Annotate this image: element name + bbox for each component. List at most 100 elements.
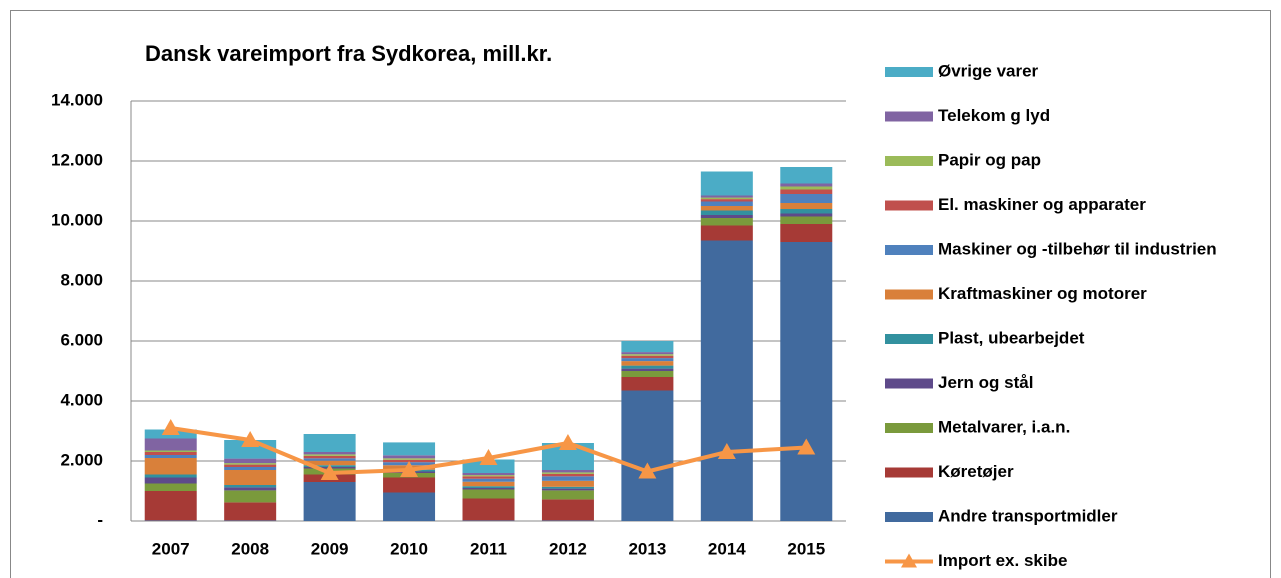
bar-segment — [780, 216, 833, 224]
legend-swatch — [885, 334, 933, 344]
x-tick-label: 2010 — [390, 539, 428, 558]
bar-segment — [462, 459, 515, 473]
bar-segment — [144, 520, 197, 521]
legend-swatch — [885, 423, 933, 433]
bar-segment — [144, 474, 197, 478]
line-marker — [797, 438, 816, 455]
bar-segment — [621, 354, 674, 356]
bar-segment — [621, 355, 674, 359]
y-tick-label: 2.000 — [60, 450, 103, 469]
bar-segment — [144, 455, 197, 458]
legend-label: Papir og pap — [938, 150, 1041, 169]
bar-segment — [541, 499, 594, 521]
bar-segment — [224, 463, 277, 465]
bar-segment — [700, 197, 753, 200]
bar-segment — [780, 224, 833, 242]
bar-segment — [303, 482, 356, 521]
bar-segment — [224, 470, 277, 485]
y-tick-label: 10.000 — [51, 210, 103, 229]
bar-segment — [303, 434, 356, 452]
legend-label: El. maskiner og apparater — [938, 195, 1146, 214]
y-tick-label: 6.000 — [60, 330, 103, 349]
y-tick-label: 4.000 — [60, 390, 103, 409]
bar-segment — [621, 352, 674, 355]
legend-label: Metalvarer, i.a.n. — [938, 417, 1070, 436]
y-tick-label: 8.000 — [60, 270, 103, 289]
bar-segment — [144, 452, 197, 455]
bar-segment — [700, 210, 753, 215]
x-tick-label: 2011 — [470, 539, 507, 558]
bar-segment — [780, 167, 833, 184]
bar-segment — [780, 203, 833, 209]
bar-segment — [621, 365, 674, 369]
bar-segment — [541, 486, 594, 489]
legend-label: Jern og stål — [938, 373, 1033, 392]
bar-segment — [700, 206, 753, 211]
chart-title: Dansk vareimport fra Sydkorea, mill.kr. — [145, 41, 552, 66]
bar-segment — [780, 186, 833, 190]
legend-label: Andre transportmidler — [938, 506, 1118, 525]
bar-segment — [144, 438, 197, 451]
bar-segment — [303, 454, 356, 456]
bar-segment — [700, 195, 753, 198]
line-marker — [558, 434, 577, 450]
bar-segment — [700, 215, 753, 218]
bar-segment — [700, 171, 753, 196]
bar-segment — [621, 341, 674, 353]
bar-segment — [224, 520, 277, 521]
legend-swatch — [885, 156, 933, 166]
bar-segment — [621, 377, 674, 391]
bar-segment — [144, 477, 197, 484]
bar-segment — [541, 520, 594, 521]
legend-label: Øvrige varer — [938, 61, 1039, 80]
bar-segment — [541, 488, 594, 491]
bar-segment — [780, 183, 833, 187]
bar-segment — [462, 478, 515, 482]
bar-segment — [144, 483, 197, 491]
bar-segment — [462, 481, 515, 487]
bar-segment — [224, 464, 277, 467]
bar-segment — [462, 486, 515, 488]
x-tick-label: 2015 — [787, 539, 825, 558]
bar-segment — [780, 189, 833, 194]
y-tick-label: 12.000 — [51, 150, 103, 169]
x-tick-label: 2012 — [549, 539, 587, 558]
legend-swatch — [885, 67, 933, 77]
legend-swatch — [885, 200, 933, 211]
bar-segment — [621, 390, 674, 521]
legend-label: Telekom g lyd — [938, 106, 1050, 125]
bar-segment — [383, 455, 436, 459]
legend-label: Plast, ubearbejdet — [938, 328, 1085, 347]
bar-segment — [144, 450, 197, 452]
bar-segment — [700, 199, 753, 202]
bar-segment — [541, 480, 594, 487]
bar-segment — [383, 492, 436, 521]
legend-swatch — [885, 378, 933, 389]
legend-swatch — [885, 245, 933, 255]
bar-segment — [303, 458, 356, 461]
bar-segment — [224, 485, 277, 488]
line-marker — [638, 462, 657, 479]
line-marker — [241, 431, 260, 447]
bar-segment — [700, 201, 753, 206]
bar-segment — [700, 218, 753, 226]
y-tick-label: 14.000 — [51, 90, 103, 109]
bar-segment — [621, 358, 674, 362]
bar-segment — [144, 491, 197, 521]
bar-segment — [303, 460, 356, 466]
bar-segment — [541, 473, 594, 477]
bar-segment — [541, 472, 594, 474]
bar-segment — [462, 488, 515, 490]
bar-segment — [621, 361, 674, 366]
bar-segment — [224, 490, 277, 503]
x-tick-label: 2008 — [231, 539, 269, 558]
bar-segment — [383, 477, 436, 493]
line-marker — [717, 443, 736, 459]
bar-segment — [541, 490, 594, 500]
bar-segment — [462, 520, 515, 521]
legend-label: Maskiner og -tilbehør til industrien — [938, 239, 1217, 258]
bar-segment — [224, 502, 277, 521]
line-marker — [400, 461, 419, 477]
bar-segment — [303, 452, 356, 455]
bar-segment — [383, 442, 436, 456]
